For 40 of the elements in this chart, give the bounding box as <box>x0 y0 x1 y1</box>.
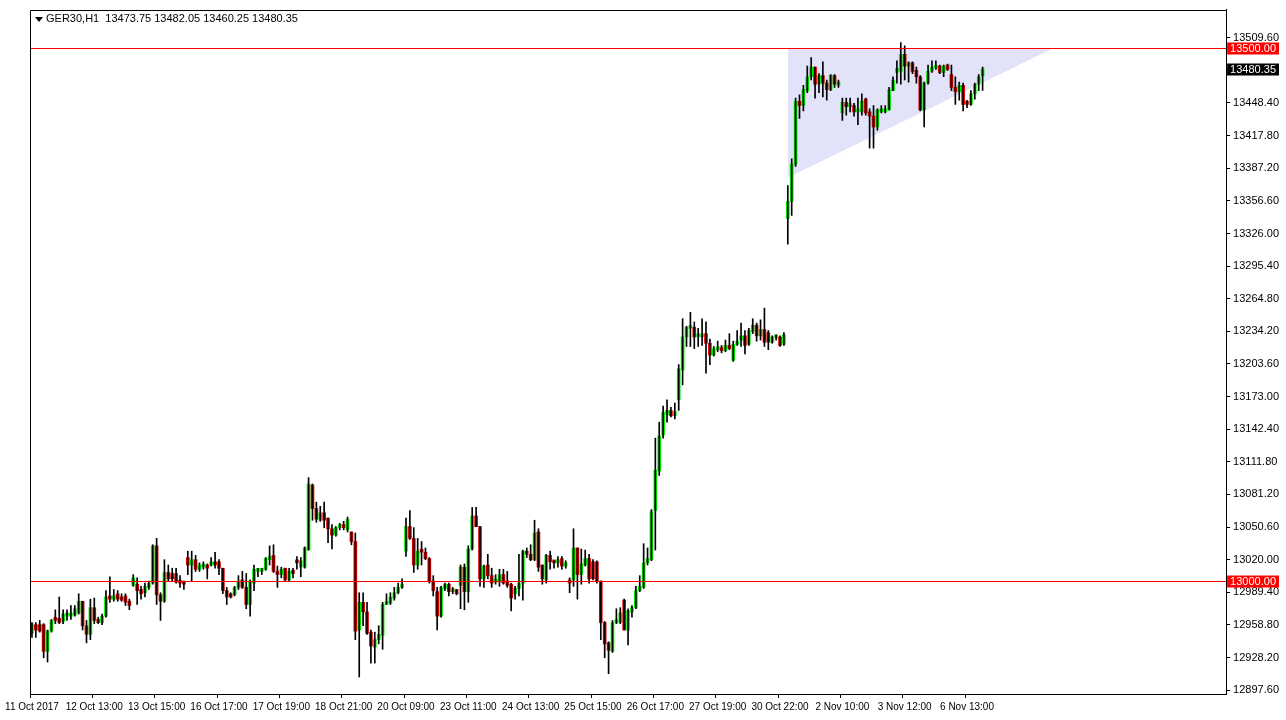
y-tick-label: 13203.60 <box>1233 356 1280 369</box>
text: 13480.35 <box>1230 62 1277 75</box>
x-tick-label: 27 Oct 19:00 <box>689 700 747 712</box>
y-tick-label: 13448.40 <box>1233 96 1280 109</box>
y-tick-label: 13142.40 <box>1233 422 1280 435</box>
x-tick-label: 17 Oct 19:00 <box>252 700 311 712</box>
x-tick-label: 3 Nov 12:00 <box>877 700 933 712</box>
y-tick-label: 13356.60 <box>1233 193 1280 206</box>
y-tick-label: 13234.20 <box>1233 324 1280 337</box>
y-tick-label: 13173.00 <box>1233 389 1280 402</box>
y-tick-label: 13111.80 <box>1233 454 1278 467</box>
ref-line-label: 13000.00 <box>1230 574 1277 587</box>
y-tick-label: 13326.00 <box>1233 226 1280 239</box>
x-tick-label: 23 Oct 11:00 <box>440 700 498 712</box>
x-tick-label: 2 Nov 10:00 <box>815 700 870 712</box>
chart-title: GER30,H1 13473.75 13482.05 13460.25 13480.35 <box>46 11 298 24</box>
y-tick-label: 12958.80 <box>1233 617 1280 630</box>
y-tick-label: 13295.40 <box>1233 259 1280 272</box>
y-tick-label: 13509.60 <box>1233 30 1280 43</box>
y-tick-label: 12928.20 <box>1233 650 1280 663</box>
y-tick-label: 12897.60 <box>1233 683 1280 696</box>
y-tick-label: 13264.80 <box>1233 291 1280 304</box>
y-tick-label: 13081.20 <box>1233 487 1280 500</box>
y-tick-label: 12989.40 <box>1233 585 1280 598</box>
x-tick-label: 11 Oct 2017 <box>5 700 60 712</box>
y-tick-label: 13050.60 <box>1233 520 1280 533</box>
x-tick-label: 18 Oct 21:00 <box>315 700 373 712</box>
x-tick-label: 13 Oct 15:00 <box>127 700 186 712</box>
x-tick-label: 30 Oct 22:00 <box>751 700 810 712</box>
x-tick-label: 24 Oct 13:00 <box>502 700 560 712</box>
x-tick-label: 12 Oct 13:00 <box>65 700 124 712</box>
x-tick-label: 16 Oct 17:00 <box>190 700 249 712</box>
x-tick-label: 25 Oct 15:00 <box>564 700 623 712</box>
x-tick-label: 26 Oct 17:00 <box>626 700 685 712</box>
y-tick-label: 13387.20 <box>1233 161 1280 174</box>
x-tick-label: 6 Nov 13:00 <box>940 700 995 712</box>
y-tick-label: 13417.80 <box>1233 128 1280 141</box>
ref-line-label: 13500.00 <box>1230 41 1277 54</box>
y-tick-label: 13020.00 <box>1233 552 1280 565</box>
x-tick-label: 20 Oct 09:00 <box>377 700 436 712</box>
